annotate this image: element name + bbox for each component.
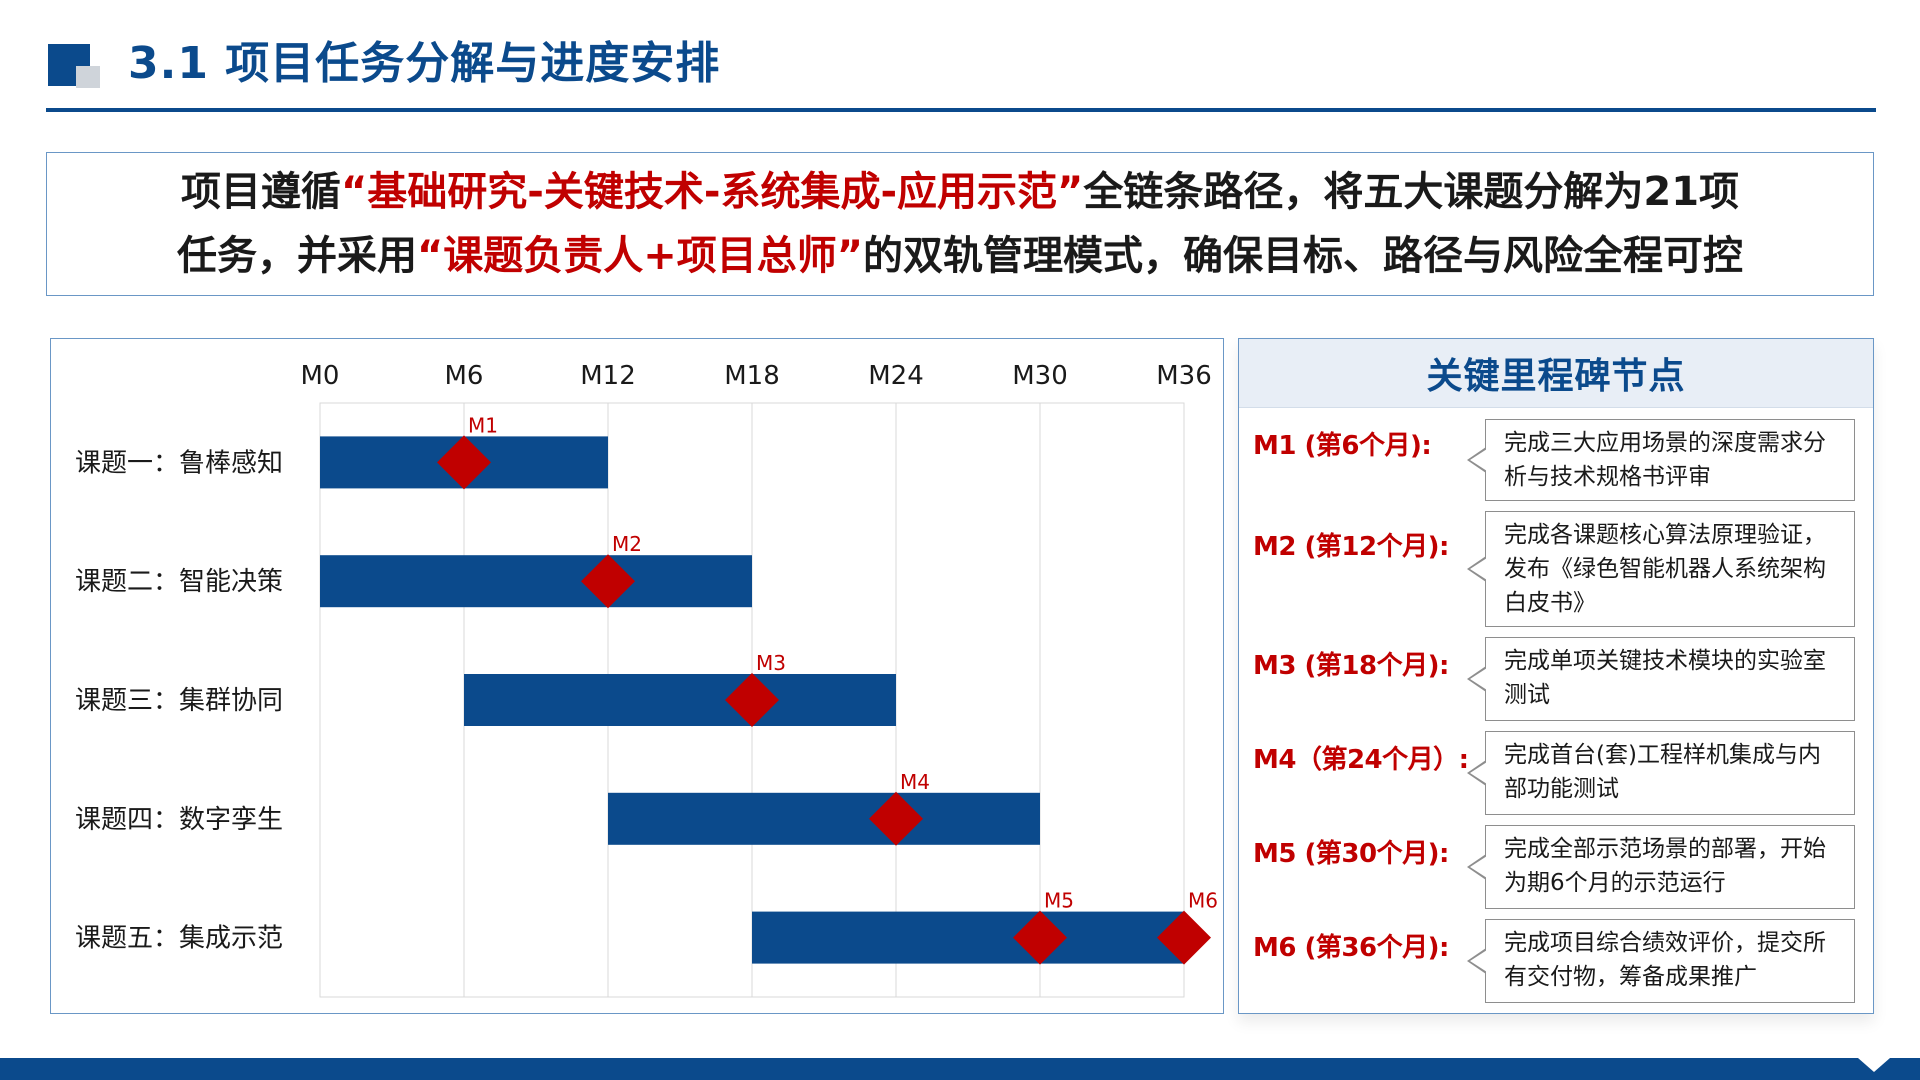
logo-square-gray — [76, 66, 100, 88]
intro-line1-highlight: “基础研究-关键技术-系统集成-应用示范” — [340, 169, 1084, 215]
x-tick-label: M30 — [1012, 361, 1068, 391]
x-tick-label: M18 — [724, 361, 780, 391]
milestone-desc-m3: 完成单项关键技术模块的实验室测试 — [1467, 637, 1855, 721]
intro-line1-suffix: 全链条路径，将五大课题分解为21项 — [1083, 169, 1740, 215]
title-divider — [46, 108, 1876, 112]
gantt-chart: M0 M6 M12 M18 M24 M30 M36 课题一：鲁棒感知课题二：智能决策课题三：集… — [75, 361, 1218, 998]
task-label: 课题二：智能决策 — [75, 567, 283, 597]
x-tick-label: M24 — [868, 361, 924, 391]
task-bar — [320, 555, 752, 608]
milestone-desc-m5: 完成全部示范场景的部署，开始为期6个月的示范运行 — [1467, 825, 1855, 909]
intro-line2-suffix: 的双轨管理模式，确保目标、路径与风险全程可控 — [863, 233, 1744, 279]
milestone-label-m4: M4（第24个月）: — [1253, 745, 1469, 775]
footer-bar — [0, 1058, 1920, 1080]
milestone-marker — [725, 673, 779, 727]
milestone-label-m3: M3 (第18个月): — [1253, 651, 1449, 681]
task-bar — [464, 674, 896, 726]
intro-line2-highlight: “课题负责人+项目总师” — [416, 233, 864, 279]
gantt-chart-panel: M0 M6 M12 M18 M24 M30 M36 课题一：鲁棒感知 课题二：智能决策 课题三：集… — [50, 338, 1224, 1014]
milestone-label: M1 — [468, 413, 498, 437]
milestone-label: M5 — [1044, 889, 1074, 913]
footer-notch — [1858, 1058, 1890, 1072]
logo-mark — [48, 44, 100, 88]
milestone-panel-header: 关键里程碑节点 — [1239, 339, 1873, 408]
task-bar — [608, 792, 1040, 845]
milestone-label: M3 — [756, 651, 786, 675]
x-tick-label: M36 — [1156, 361, 1212, 391]
milestone-desc-m4: 完成首台(套)工程样机集成与内部功能测试 — [1467, 731, 1855, 815]
milestone-desc-m6: 完成项目综合绩效评价，提交所有交付物，筹备成果推广 — [1467, 919, 1855, 1003]
milestone-desc-m2: 完成各课题核心算法原理验证，发布《绿色智能机器人系统架构白皮书》 — [1467, 511, 1855, 627]
task-label: 课题三：集群协同 — [75, 686, 283, 716]
intro-text: 项目遵循“基础研究-关键技术-系统集成-应用示范”全链条路径，将五大课题分解为2… — [90, 160, 1830, 288]
milestone-label: M6 — [1188, 889, 1218, 913]
task-label: 课题四：数字孪生 — [75, 805, 283, 835]
milestone-desc-m1: 完成三大应用场景的深度需求分析与技术规格书评审 — [1467, 419, 1855, 501]
milestone-marker — [869, 791, 923, 846]
milestone-label: M4 — [900, 770, 930, 794]
milestone-label-m2: M2 (第12个月): — [1253, 532, 1449, 562]
milestone-marker — [1013, 910, 1067, 965]
milestone-label: M2 — [612, 532, 642, 556]
x-tick-label: M6 — [445, 361, 484, 391]
task-bar — [752, 911, 1184, 964]
intro-line1-prefix: 项目遵循 — [180, 169, 341, 215]
page-title: 3.1 项目任务分解与进度安排 — [128, 38, 721, 89]
intro-line2-prefix: 任务，并采用 — [176, 233, 417, 279]
milestone-panel: 关键里程碑节点 M1 (第6个月): 完成三大应用场景的深度需求分析与技术规格书… — [1238, 338, 1874, 1014]
milestone-label-m1: M1 (第6个月): — [1253, 431, 1432, 461]
x-tick-label: M0 — [301, 361, 340, 391]
task-label: 课题一：鲁棒感知 — [75, 448, 283, 478]
milestone-label-m5: M5 (第30个月): — [1253, 839, 1449, 869]
milestone-marker — [437, 435, 491, 490]
intro-box: 项目遵循“基础研究-关键技术-系统集成-应用示范”全链条路径，将五大课题分解为2… — [46, 152, 1874, 296]
milestone-label-m6: M6 (第36个月): — [1253, 933, 1449, 963]
x-tick-label: M12 — [580, 361, 636, 391]
milestone-marker — [581, 554, 635, 609]
task-label: 课题五：集成示范 — [75, 924, 283, 954]
milestone-marker — [1157, 910, 1211, 965]
milestone-panel-title: 关键里程碑节点 — [1426, 356, 1686, 397]
